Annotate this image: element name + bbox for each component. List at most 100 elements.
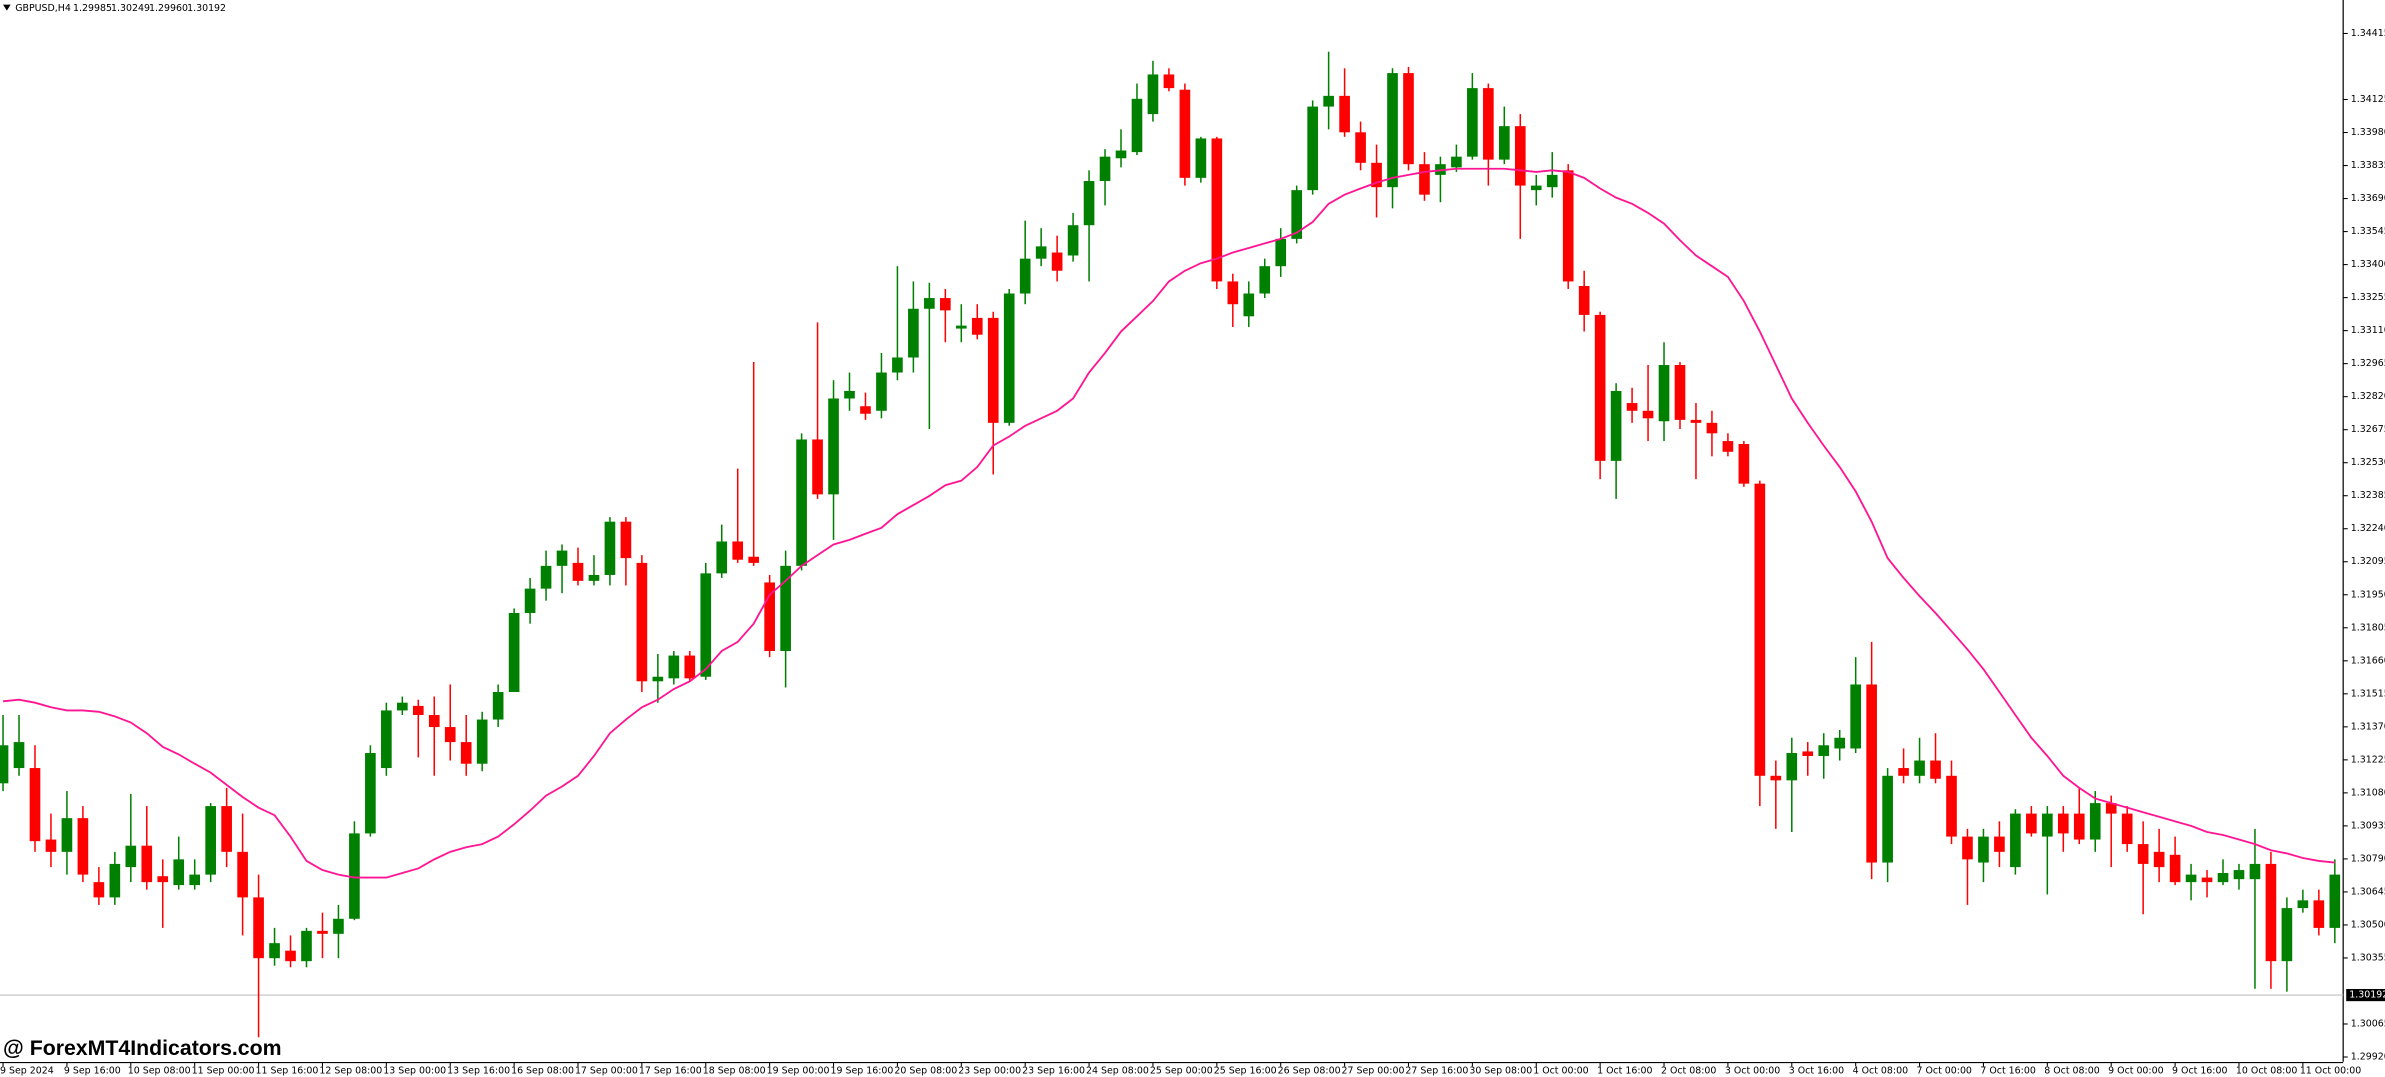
candle-body [2137, 844, 2149, 864]
candle-body [1674, 365, 1686, 420]
candle-body [2153, 851, 2165, 868]
candle-body [2217, 873, 2229, 883]
candle-body [620, 521, 632, 559]
candle-body [1690, 419, 1702, 423]
candle-body [1467, 88, 1478, 157]
candle-body [1898, 768, 1909, 776]
x-tick-label: 20 Sep 08:00 [894, 1065, 957, 1076]
candle-body [2313, 900, 2325, 928]
x-tick-label: 10 Sep 08:00 [128, 1065, 191, 1076]
candle-body [2297, 900, 2309, 909]
candle-body [764, 582, 775, 652]
candle-body [1882, 775, 1893, 863]
candle-body [2121, 813, 2133, 845]
candle-body [1083, 181, 1095, 226]
candle-body [524, 588, 536, 613]
candle-body [45, 839, 57, 852]
candle-body [876, 372, 887, 411]
y-tick-label: 1.30645 [2351, 886, 2385, 897]
candle-body [1610, 390, 1622, 461]
header-value: 1.30249 [111, 3, 150, 14]
candle-body [1578, 285, 1590, 315]
candle-body [317, 930, 328, 934]
x-tick-label: 25 Sep 16:00 [1214, 1065, 1277, 1076]
y-tick-label: 1.32095 [2351, 556, 2385, 567]
candle-body [1514, 126, 1526, 186]
candle-body [924, 298, 935, 309]
candle-body [1498, 126, 1510, 160]
candle-body [381, 710, 392, 769]
bid-label: 1.30192 [2349, 990, 2385, 1001]
candle-body [556, 550, 568, 566]
y-tick-label: 1.32820 [2351, 391, 2385, 402]
y-tick-label: 1.31080 [2351, 787, 2385, 798]
candle-body [13, 742, 25, 769]
candle-body [285, 950, 296, 962]
x-tick-label: 11 Sep 16:00 [256, 1065, 319, 1076]
x-tick-label: 9 Oct 00:00 [2108, 1065, 2163, 1076]
x-tick-label: 4 Oct 08:00 [1853, 1065, 1908, 1076]
candle-body [748, 556, 760, 563]
x-tick-label: 23 Sep 00:00 [958, 1065, 1021, 1076]
x-tick-label: 27 Sep 16:00 [1405, 1065, 1468, 1076]
x-tick-label: 17 Sep 00:00 [575, 1065, 638, 1076]
candle-body [1035, 246, 1047, 259]
candle-body [1179, 89, 1191, 178]
candle-body [860, 406, 871, 414]
watermark: @ ForexMT4Indicators.com [3, 1036, 282, 1060]
candle-body [987, 317, 999, 423]
candle-body [796, 439, 807, 566]
candle-body [1419, 164, 1430, 195]
candle-body [1802, 751, 1814, 756]
candle-body [125, 845, 137, 868]
y-tick-label: 1.32530 [2351, 457, 2385, 468]
candle-body [1211, 138, 1223, 282]
y-tick-label: 1.30355 [2351, 952, 2385, 963]
candle-body [2249, 863, 2261, 880]
candle-body [1562, 170, 1574, 282]
candle-body [1994, 836, 2005, 852]
candle-body [1658, 365, 1670, 422]
candle-body [2201, 877, 2213, 883]
x-tick-label: 25 Sep 00:00 [1150, 1065, 1213, 1076]
candle-body [1546, 174, 1558, 188]
candle-body [955, 325, 967, 329]
candle-body [1626, 403, 1638, 411]
y-tick-label: 1.32385 [2351, 490, 2385, 501]
x-tick-label: 18 Sep 08:00 [703, 1065, 766, 1076]
candle-body [844, 390, 855, 399]
candle-body [1291, 190, 1303, 239]
candle-body [572, 562, 584, 581]
candle-body [1706, 422, 1718, 434]
x-tick-label: 23 Sep 16:00 [1022, 1065, 1085, 1076]
candle-body [780, 565, 791, 652]
x-tick-label: 3 Oct 16:00 [1789, 1065, 1844, 1076]
candle-body [1914, 760, 1925, 776]
candle-body [2010, 813, 2021, 868]
candle-body [2281, 908, 2293, 962]
candle-body [109, 863, 121, 898]
y-tick-label: 1.32965 [2351, 358, 2385, 369]
y-tick-label: 1.30065 [2351, 1018, 2385, 1029]
y-tick-label: 1.30790 [2351, 853, 2385, 864]
candle-body [1483, 88, 1494, 160]
x-tick-label: 17 Sep 16:00 [639, 1065, 702, 1076]
candle-body [1754, 483, 1766, 776]
candle-body [1195, 138, 1207, 178]
candle-body [1307, 106, 1318, 191]
x-tick-label: 12 Sep 08:00 [319, 1065, 382, 1076]
candle-body [700, 573, 712, 677]
candle-body [668, 655, 680, 679]
candle-body [0, 745, 9, 784]
candle-body [508, 612, 520, 692]
candle-body [1946, 775, 1957, 837]
candle-body [237, 851, 248, 898]
candle-body [636, 562, 648, 682]
candle-body [604, 521, 616, 575]
candle-body [221, 806, 232, 852]
candle-body [1962, 836, 1973, 860]
candle-body [2042, 813, 2053, 837]
candle-body [1403, 73, 1414, 165]
candle-body [2329, 874, 2341, 928]
